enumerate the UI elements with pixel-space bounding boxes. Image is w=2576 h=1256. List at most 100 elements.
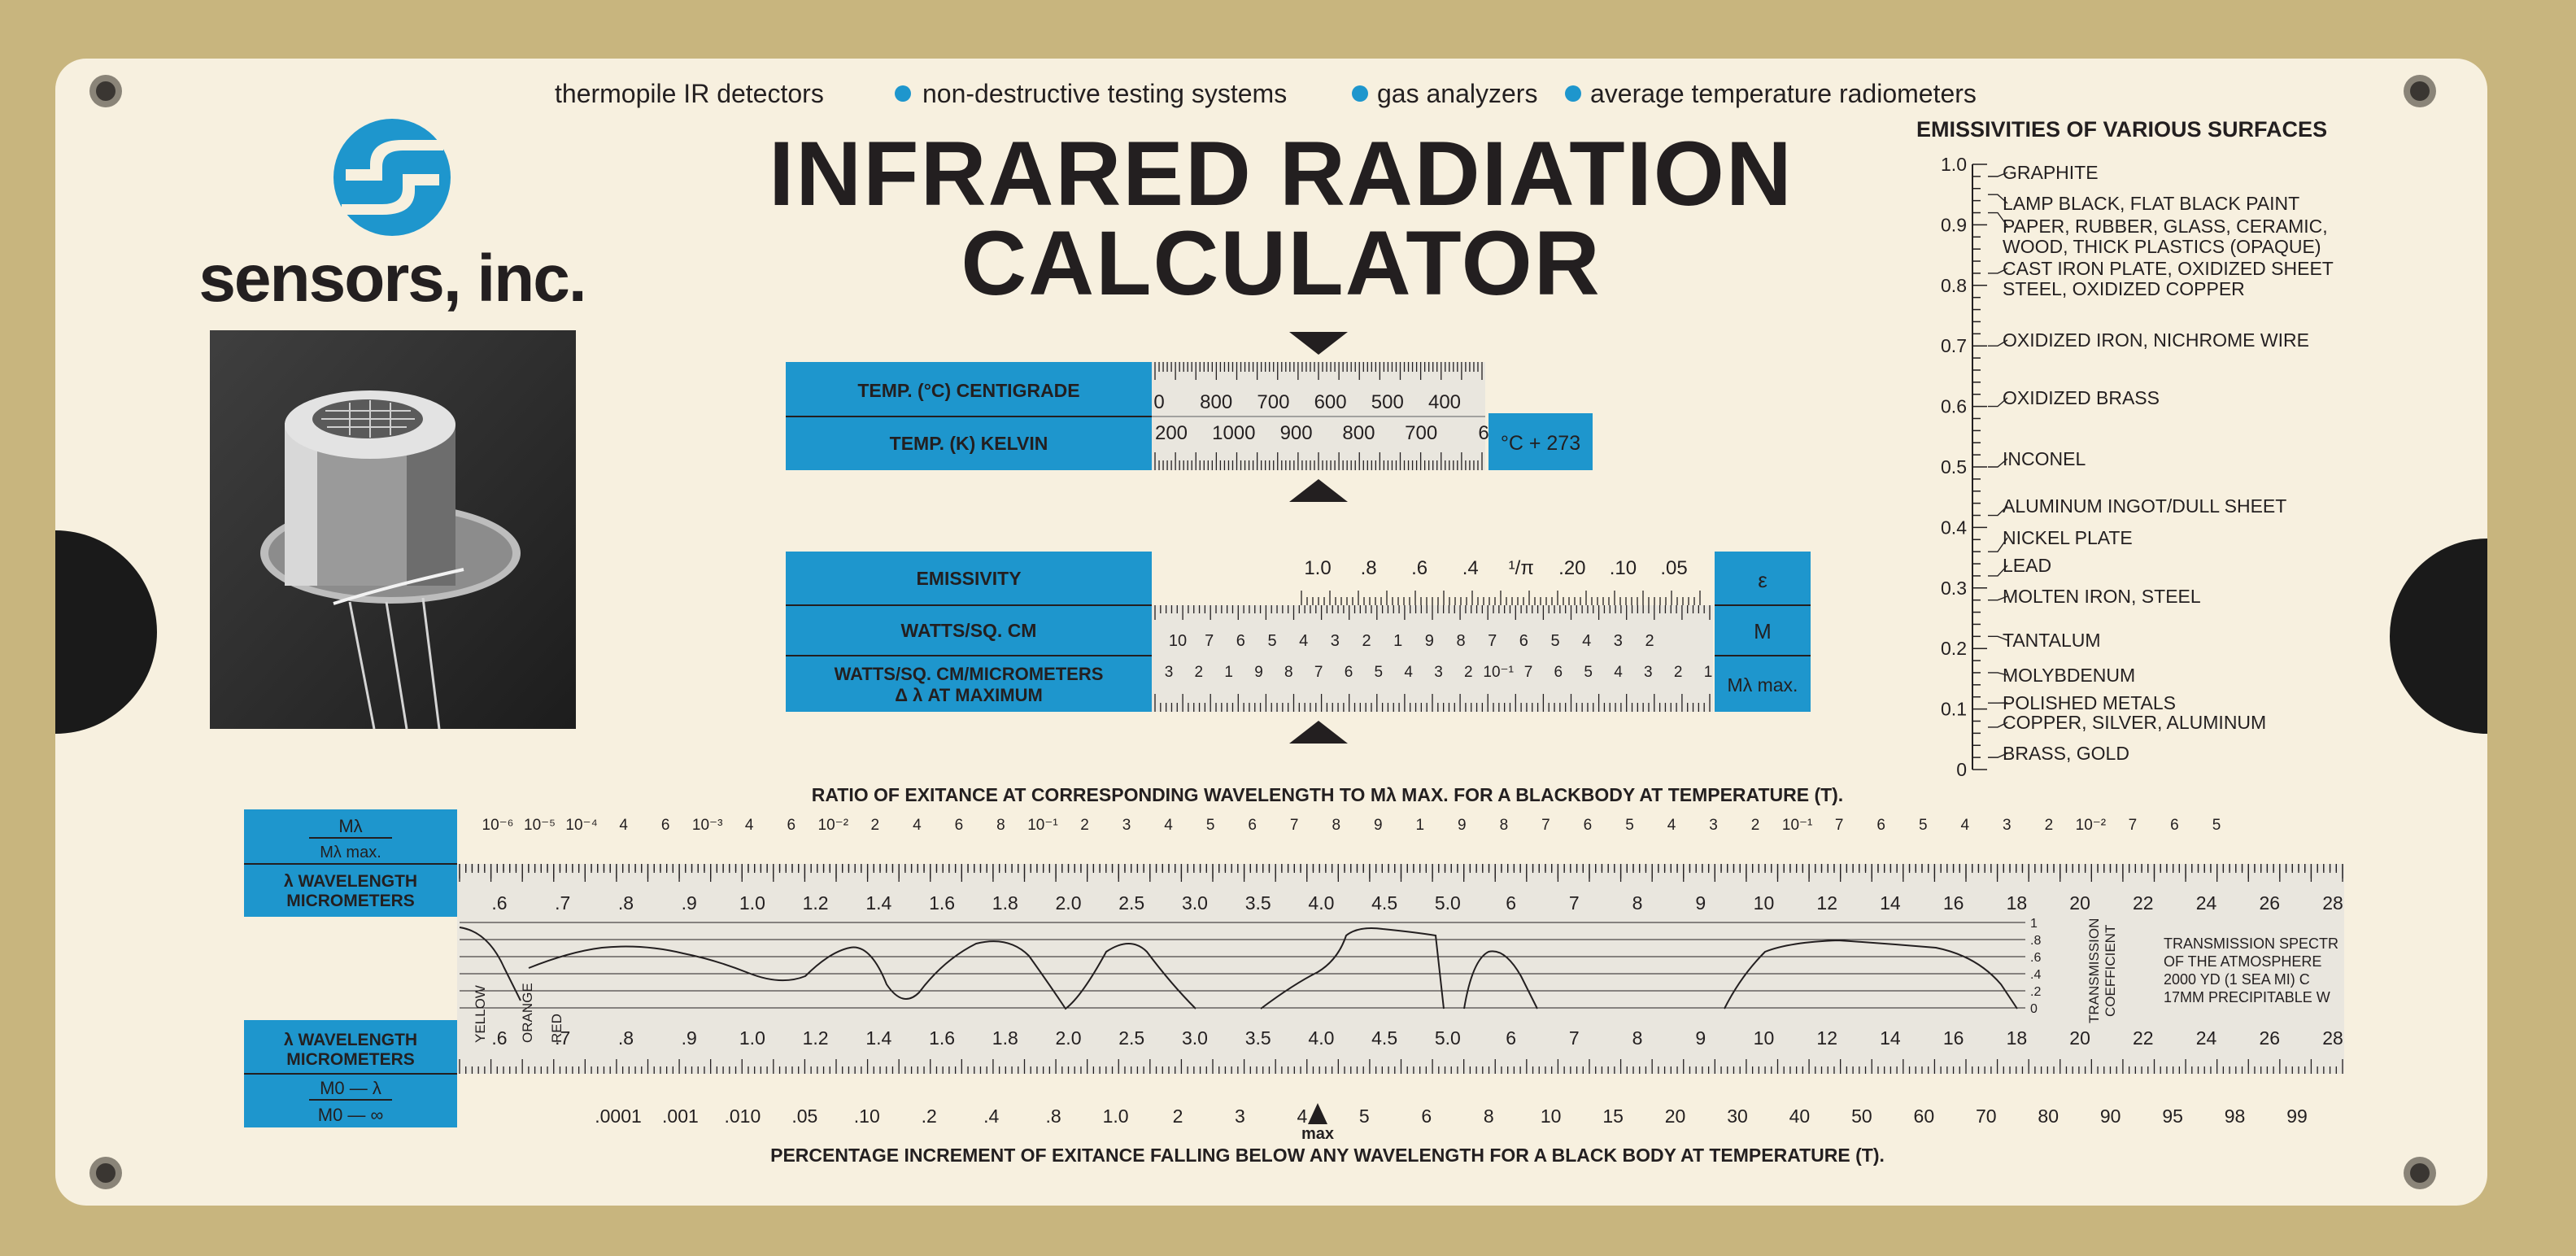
ratio-tick-label: 4: [1164, 817, 1173, 834]
wavelength-tick-label: 18: [2007, 1027, 2028, 1049]
watts-tick-label: 3: [1614, 632, 1623, 650]
emissivity-block: EMISSIVITY WATTS/SQ. CM WATTS/SQ. CM/MIC…: [786, 552, 1811, 744]
watts-tick-label: 7: [1205, 632, 1214, 650]
emissivity-surface-label: OXIDIZED IRON, NICHROME WIRE: [2003, 329, 2309, 351]
transmission-label-2: COEFFICIENT: [2103, 925, 2118, 1017]
emissivity-leader-line: [1988, 212, 2008, 227]
wavelength-tick-label: 28: [2322, 1027, 2343, 1049]
spectrum-bottom-caption: PERCENTAGE INCREMENT OF EXITANCE FALLING…: [770, 1145, 1885, 1166]
wavelength-tick-label: 5.0: [1435, 892, 1461, 914]
wavelength-tick-label: 6: [1506, 892, 1516, 914]
wavelength-scale-bottom: .6 .7 .8 .9 1.0 1.2 1.4 1.6 1.8 2.0 2.5 3.0 3.5 4.0 4.…: [459, 1027, 2343, 1074]
ratio-tick-label: 7: [2129, 817, 2138, 834]
transmission-scale-label: 1: [2030, 917, 2038, 931]
wavelength-tick-label: 10: [1754, 1027, 1775, 1049]
temperature-block: TEMP. (°C) CENTIGRADE TEMP. (K) KELVIN 0…: [786, 332, 1593, 502]
watts-micro-tick-label: 1: [1704, 664, 1713, 681]
right-thumb-notch[interactable]: [2390, 539, 2487, 734]
ratio-tick-label: 2: [1080, 817, 1089, 834]
percentage-tick-label: 95: [2162, 1106, 2183, 1127]
emissivity-surface-label: ALUMINUM INGOT/DULL SHEET: [2003, 495, 2286, 517]
emissivity-tick-label: .05: [1660, 557, 1687, 579]
percentage-tick-label: .001: [662, 1106, 699, 1127]
emissivity-leader-line: [1988, 722, 2008, 728]
emissivity-leader-line: [1988, 194, 2008, 204]
watts-micro-tick-label: 2: [1195, 664, 1204, 681]
temp-c-tick-label: 0: [1153, 391, 1164, 413]
ratio-label-bottom: Mλ max.: [320, 844, 381, 861]
percentage-tick-label: .0001: [595, 1106, 642, 1127]
title-line1: INFRARED RADIATION: [769, 123, 1794, 225]
ratio-tick-label: 4: [1960, 817, 1969, 834]
wavelength-tick-label: 22: [2133, 892, 2154, 914]
rivets: [89, 75, 2436, 1189]
emissivity-surface-label: LEAD: [2003, 555, 2051, 576]
emissivity-surface-label: PAPER, RUBBER, GLASS, CERAMIC,: [2003, 216, 2328, 237]
percentage-tick-label: 8: [1484, 1106, 1494, 1127]
watts-symbol: M: [1754, 619, 1772, 643]
wavelength-tick-label: 26: [2259, 1027, 2280, 1049]
transmission-curve: [459, 927, 2018, 1010]
temp-cursor-top-arrow[interactable]: [1289, 332, 1348, 355]
rivet-center: [96, 1163, 116, 1183]
watts-micro-tick-label: 6: [1345, 664, 1353, 681]
watts-micro-tick-label: 8: [1284, 664, 1293, 681]
emissivity-leader-line: [1988, 595, 2008, 601]
ratio-tick-label: 3: [2003, 817, 2012, 834]
watts-micro-tick-label: 5: [1375, 664, 1384, 681]
wavelength-tick-label: 7: [1569, 1027, 1580, 1049]
atmosphere-note-line: TRANSMISSION SPECTR: [2164, 935, 2338, 952]
emissivity-cursor-arrow[interactable]: [1289, 721, 1348, 744]
wavelength-tick-label: .6: [491, 1027, 507, 1049]
wavelength-tick-label: .8: [618, 892, 634, 914]
ratio-tick-label: 10⁻⁵: [524, 817, 556, 834]
wavelength-slide[interactable]: [457, 864, 2344, 1074]
percentage-tick-label: .8: [1046, 1106, 1061, 1127]
ratio-tick-label: 8: [1332, 817, 1340, 834]
wavelength-tick-label: 20: [2069, 1027, 2090, 1049]
percentage-tick-label: 30: [1727, 1106, 1748, 1127]
wavelength-tick-label: 16: [1943, 892, 1964, 914]
emissivity-value-scale: 1.0 0.9 0.8 0.7 0.6 0.5 0.4 0.3 0.2 0.1 0: [1941, 154, 1987, 780]
emissivity-scale-label: 0: [1956, 759, 1967, 780]
wavelength-tick-label: 1.6: [929, 892, 955, 914]
percentage-tick-label: .010: [725, 1106, 761, 1127]
emissivity-surface-label: OXIDIZED BRASS: [2003, 387, 2160, 408]
wavelength-tick-label: 4.0: [1308, 1027, 1334, 1049]
temp-cursor-bottom-arrow[interactable]: [1289, 479, 1348, 502]
ratio-tick-label: 10⁻²: [818, 817, 849, 834]
emissivity-scale-label: 0.4: [1941, 517, 1967, 538]
ratio-tick-label: 8: [1500, 817, 1509, 834]
ratio-tick-label: 6: [661, 817, 670, 834]
watts-tick-label: 8: [1456, 632, 1465, 650]
transmission-scale-label: .4: [2030, 968, 2041, 982]
emissivity-surface-label: INCONEL: [2003, 448, 2086, 469]
max-cursor-arrow[interactable]: [1308, 1103, 1327, 1124]
ratio-tick-label: 10⁻²: [2076, 817, 2107, 834]
left-thumb-notch[interactable]: [55, 530, 157, 734]
watts-micro-tick-label: 4: [1404, 664, 1413, 681]
emissivity-leader-line: [1988, 172, 2008, 177]
ratio-tick-label: 1: [1416, 817, 1425, 834]
wavelength-tick-label: 2.0: [1056, 892, 1082, 914]
emissivity-tick-label: .20: [1558, 557, 1585, 579]
emissivity-tick-label: .10: [1610, 557, 1637, 579]
thermopile-detector-photo: [210, 330, 576, 730]
wavelength-label-bottom-1: λ WAVELENGTH: [284, 1031, 417, 1049]
emissivities-title: EMISSIVITIES OF VARIOUS SURFACES: [1916, 117, 2327, 142]
percentage-tick-label: 6: [1421, 1106, 1432, 1127]
emissivity-scale-label: 0.9: [1941, 214, 1967, 235]
wavelength-tick-label: 9: [1695, 892, 1706, 914]
temp-k-tick-label: 1000: [1212, 422, 1255, 444]
temp-c-tick-label: 600: [1314, 391, 1347, 413]
emissivity-surface-label: MOLYBDENUM: [2003, 665, 2135, 686]
watts-micro-tick-label: 9: [1254, 664, 1263, 681]
wavelength-scale-top: .6 .7 .8 .9 1.0 1.2 1.4 1.6 1.8 2.0 2.5 3.0 3.5 4.0 4.…: [459, 864, 2343, 914]
wavelength-tick-label: 7: [1569, 892, 1580, 914]
emissivity-leader-line: [1988, 505, 2008, 517]
ratio-tick-label: 7: [1835, 817, 1844, 834]
temp-k-tick-label: 200: [1155, 422, 1188, 444]
percentage-tick-label: 99: [2286, 1106, 2308, 1127]
wavelength-tick-label: 24: [2196, 892, 2217, 914]
emissivity-surface-label: COPPER, SILVER, ALUMINUM: [2003, 712, 2266, 733]
